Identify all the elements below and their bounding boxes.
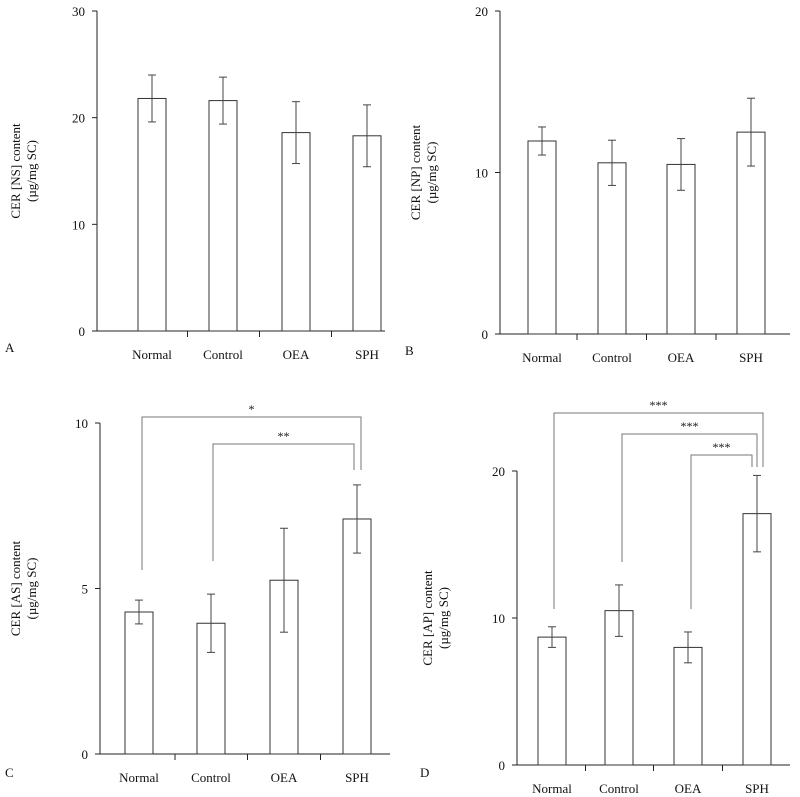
bar-oea [666,163,696,335]
bar-normal [124,611,154,755]
significance-label: *** [681,419,699,433]
y-axis-label: CER [AS] content [8,540,23,636]
y-axis-label-units: (µg/mg SC) [24,140,39,202]
y-tick-label: 20 [72,111,85,126]
y-tick-label: 0 [79,324,86,339]
bar-normal [537,636,567,766]
y-axis-label: CER [NS] content [8,123,23,219]
x-tick-label: Control [203,347,243,362]
panel-label: B [405,343,414,358]
panel-label: A [5,340,15,355]
bar-oea [673,646,703,766]
bar-control [196,622,226,755]
bar-normal [527,140,557,335]
y-tick-label: 0 [82,747,89,762]
x-tick-label: Control [599,781,639,796]
x-tick-label: Normal [132,347,172,362]
x-tick-label: SPH [345,770,369,785]
panel-label: C [5,765,14,780]
y-tick-label: 30 [72,4,85,19]
y-axis-label: CER [NP] content [408,124,423,220]
significance-bracket [621,433,758,562]
x-tick-label: SPH [739,350,763,365]
y-axis-label-units: (µg/mg SC) [436,587,451,649]
x-tick-label: Normal [532,781,572,796]
x-tick-label: OEA [668,350,695,365]
y-tick-label: 5 [82,582,89,597]
y-tick-label: 20 [475,4,488,19]
y-axis-label-units: (µg/mg SC) [424,141,439,203]
y-axis-label-units: (µg/mg SC) [24,557,39,619]
bar-sph [342,518,372,755]
panel-label: D [420,765,429,780]
significance-bracket [141,416,362,570]
x-tick-label: SPH [355,347,379,362]
significance-bracket [212,443,355,561]
significance-label: *** [713,440,731,454]
significance-label: * [249,402,255,416]
y-tick-label: 20 [492,464,505,479]
x-tick-label: Control [191,770,231,785]
x-tick-label: Control [592,350,632,365]
y-tick-label: 0 [482,327,489,342]
y-tick-label: 10 [475,166,488,181]
x-tick-label: OEA [675,781,702,796]
y-axis-label: CER [AP] content [420,570,435,666]
bar-sph [742,513,772,766]
x-tick-label: SPH [745,781,769,796]
x-tick-label: OEA [283,347,310,362]
y-tick-label: 10 [492,611,505,626]
x-tick-label: Normal [522,350,562,365]
y-tick-label: 10 [75,416,88,431]
bar-control [208,100,238,332]
y-tick-label: 10 [72,217,85,232]
significance-label: ** [278,429,290,443]
y-tick-label: 0 [499,758,506,773]
significance-label: *** [650,398,668,412]
significance-bracket [690,454,753,609]
significance-bracket [553,412,764,609]
x-tick-label: OEA [271,770,298,785]
bar-oea [281,132,311,332]
bar-normal [137,97,167,332]
bar-control [597,162,627,335]
x-tick-label: Normal [119,770,159,785]
